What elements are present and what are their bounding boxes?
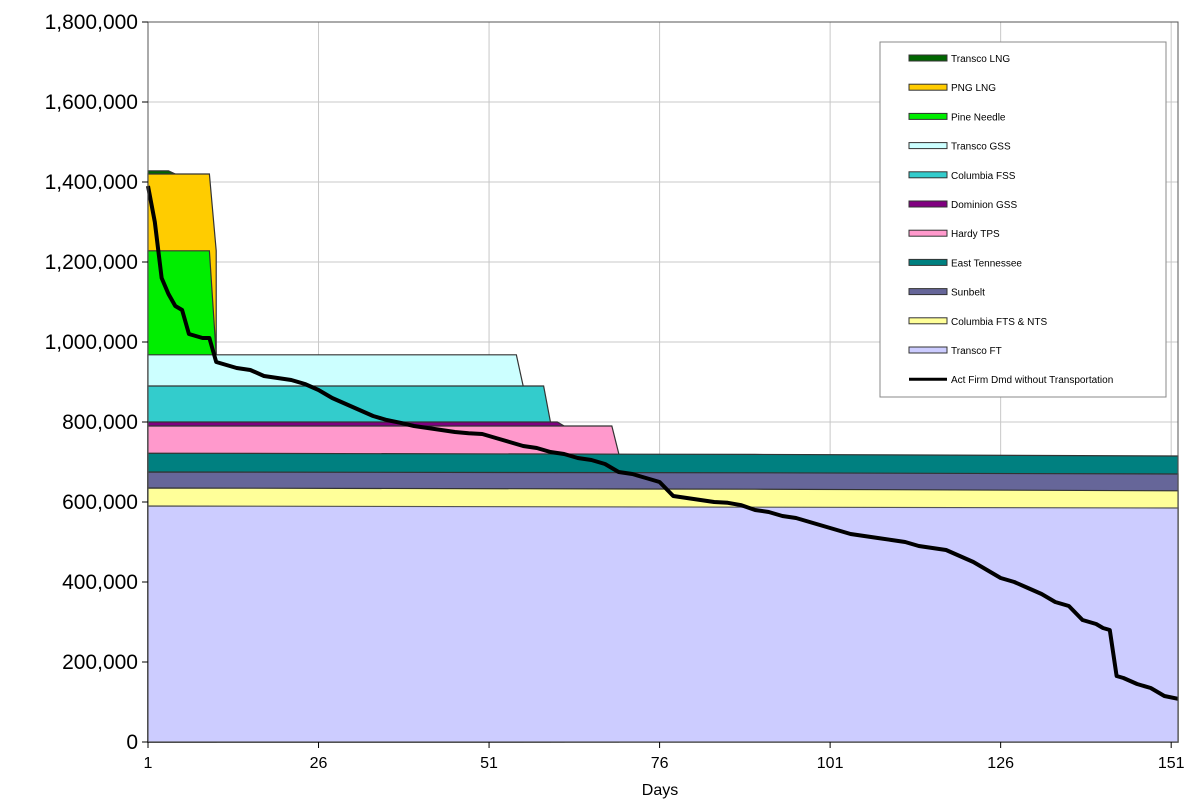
area-transco-ft: [147, 505, 1179, 743]
x-tick-label: 126: [987, 755, 1014, 772]
y-tick-label: 800,000: [62, 411, 138, 434]
legend-swatch: [908, 54, 948, 62]
legend-swatch: [908, 112, 948, 120]
legend-label: Transco LNG: [951, 54, 1010, 65]
x-tick-label: 26: [310, 755, 328, 772]
legend-swatch: [908, 83, 948, 91]
legend-label: Dominion GSS: [951, 200, 1017, 211]
line-layer: [146, 185, 1179, 701]
legend-box: [879, 41, 1167, 398]
legend-label: Transco FT: [951, 346, 1002, 357]
y-tick-label: 600,000: [62, 491, 138, 514]
legend-swatch: [908, 171, 948, 179]
demand-line: [146, 185, 1179, 701]
y-tick-label: 400,000: [62, 571, 138, 594]
legend-swatch: [908, 258, 948, 266]
legend-label: Transco GSS: [951, 142, 1011, 153]
x-tick-label: 1: [144, 755, 153, 772]
x-tick-label: 101: [817, 755, 844, 772]
legend-label: Pine Needle: [951, 112, 1006, 123]
legend-label: PNG LNG: [951, 83, 996, 94]
x-tick-label: 76: [651, 755, 669, 772]
x-tick-label: 51: [480, 755, 498, 772]
y-tick-label: 1,600,000: [45, 91, 138, 114]
legend: Transco LNG PNG LNG Pine Needle Transco GSS…: [879, 41, 1167, 398]
y-tick-label: 200,000: [62, 651, 138, 674]
x-tick-label: 151: [1158, 755, 1185, 772]
legend-swatch: [908, 317, 948, 325]
legend-swatch: [908, 346, 948, 354]
axis-layer: 0 200,000 400,000 600,000 800,000 1,000,000 1,…: [45, 11, 1185, 772]
legend-label: East Tennessee: [951, 258, 1022, 269]
legend-label: Hardy TPS: [951, 229, 1000, 240]
legend-label: Columbia FSS: [951, 171, 1016, 182]
x-axis-label: Days: [642, 782, 678, 799]
y-tick-label: 1,000,000: [45, 331, 138, 354]
plot-border: [147, 21, 1179, 743]
legend-label: Sunbelt: [951, 288, 985, 299]
legend-label: Act Firm Dmd without Transportation: [951, 375, 1113, 386]
legend-swatch: [908, 142, 948, 150]
legend-swatch: [908, 200, 948, 208]
area-layer: [147, 170, 1179, 743]
legend-swatch: [908, 288, 948, 296]
legend-swatch: [908, 229, 948, 237]
y-tick-label: 1,200,000: [45, 251, 138, 274]
y-tick-label: 0: [126, 731, 138, 754]
y-tick-label: 1,400,000: [45, 171, 138, 194]
y-tick-label: 1,800,000: [45, 11, 138, 34]
legend-label: Columbia FTS & NTS: [951, 317, 1047, 328]
